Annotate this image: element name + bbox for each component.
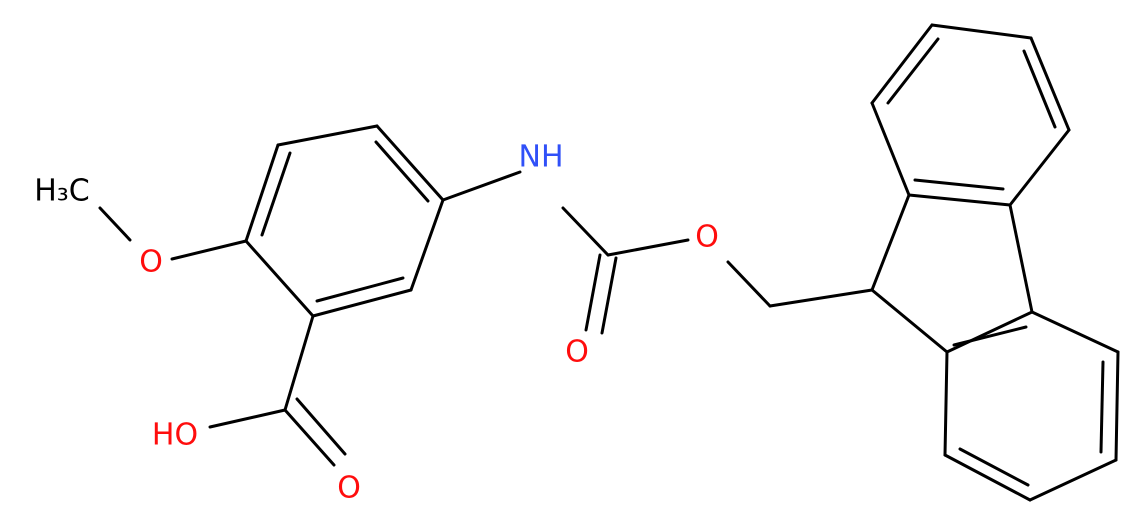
atom-label: NH <box>519 140 564 175</box>
atom-label: O <box>695 220 719 255</box>
atom-label: HO <box>152 418 198 453</box>
atom-label: O <box>337 471 361 506</box>
atom-label: O <box>565 335 589 370</box>
atom-label: H₃C <box>34 174 90 209</box>
bonds <box>98 23 1120 502</box>
atom-labels: H₃C O HO O NH O O <box>34 140 719 506</box>
atom-label: O <box>139 245 163 280</box>
